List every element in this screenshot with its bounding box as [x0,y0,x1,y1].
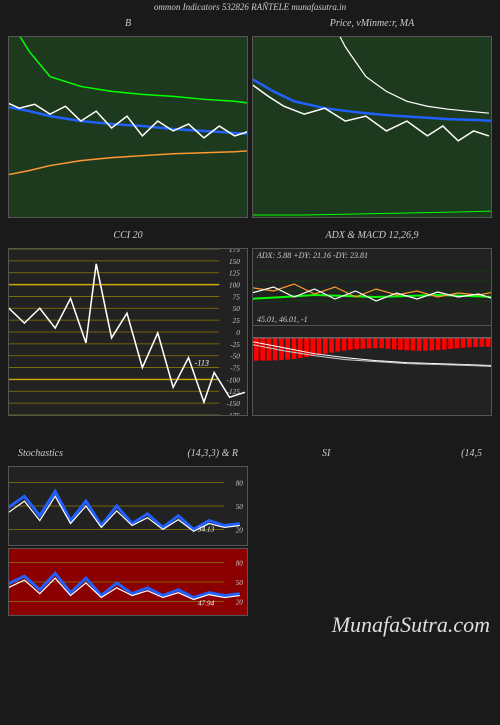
panel-adx-macd: ADX & MACD 12,26,9 ADX: 5.88 +DY: 21.16 … [252,226,492,416]
svg-text:20: 20 [236,526,244,534]
title-stoch: Stochastics (14,3,3) & R [8,444,248,466]
svg-text:-50: -50 [230,353,240,361]
svg-text:-175: -175 [227,412,241,415]
title-price-ma: Price, vMinme:r, MA [252,14,492,36]
row-stoch: Stochastics (14,3,3) & R 80 50 20 34.13 80 5… [0,444,500,616]
adx-readout: ADX: 5.88 +DY: 21.16 -DY: 23.81 [257,251,368,260]
svg-text:175: 175 [229,249,240,254]
svg-text:-100: -100 [227,377,241,385]
svg-text:-150: -150 [227,400,241,408]
macd-readout: 45.01, 46.01, -1 [257,315,308,324]
svg-text:100: 100 [229,282,240,290]
svg-text:50: 50 [233,305,241,313]
title-rsi: SI (14,5 [252,444,492,466]
title-adx-macd: ADX & MACD 12,26,9 [252,226,492,248]
row-price-charts: B Price, vMinme:r, MA [0,14,500,218]
svg-text:50: 50 [236,503,244,511]
chart-adx-macd: ADX: 5.88 +DY: 21.16 -DY: 23.81 45.01, 4… [252,248,492,416]
svg-text:25: 25 [233,317,241,325]
svg-text:-113: -113 [195,359,209,368]
panel-stoch: Stochastics (14,3,3) & R 80 50 20 34.13 80 5… [8,444,248,616]
svg-text:47.94: 47.94 [198,599,215,607]
chart-stoch-top: 80 50 20 34.13 [8,466,248,546]
stoch-label: Stochastics [18,448,63,462]
chart-cci: 1751501251007550250-25-50-75-100-125-150… [8,248,248,416]
row-cci-adx: CCI 20 175 150 125 100 75 50 25 0 -25 -50 -75 -100 -… [0,226,500,416]
svg-text:-25: -25 [230,341,240,349]
svg-text:75: 75 [233,294,241,302]
chart-price-ma [252,36,492,218]
svg-text:150: 150 [229,258,240,266]
rsi-params: (14,5 [461,448,482,462]
svg-text:125: 125 [229,270,240,278]
svg-text:20: 20 [236,598,244,606]
rsi-label: SI [262,448,330,462]
panel-rsi: SI (14,5 [252,444,492,616]
title-cci: CCI 20 [8,226,248,248]
panel-b: B [8,14,248,218]
chart-stoch-bottom: 80 50 20 47.94 [8,548,248,616]
svg-text:0: 0 [236,329,240,337]
svg-text:80: 80 [236,480,244,488]
svg-text:34.13: 34.13 [197,526,215,534]
svg-text:-75: -75 [230,365,240,373]
stoch-params: (14,3,3) & R [187,448,238,462]
page-header: ommon Indicators 532826 RAÑTELE munafasu… [0,0,500,14]
panel-price-ma: Price, vMinme:r, MA [252,14,492,218]
svg-text:80: 80 [236,560,244,568]
panel-cci: CCI 20 175 150 125 100 75 50 25 0 -25 -50 -75 -100 -… [8,226,248,416]
title-b: B [8,14,248,36]
watermark: MunafaSutra.com [332,612,490,638]
svg-text:50: 50 [236,579,244,587]
chart-b [8,36,248,218]
